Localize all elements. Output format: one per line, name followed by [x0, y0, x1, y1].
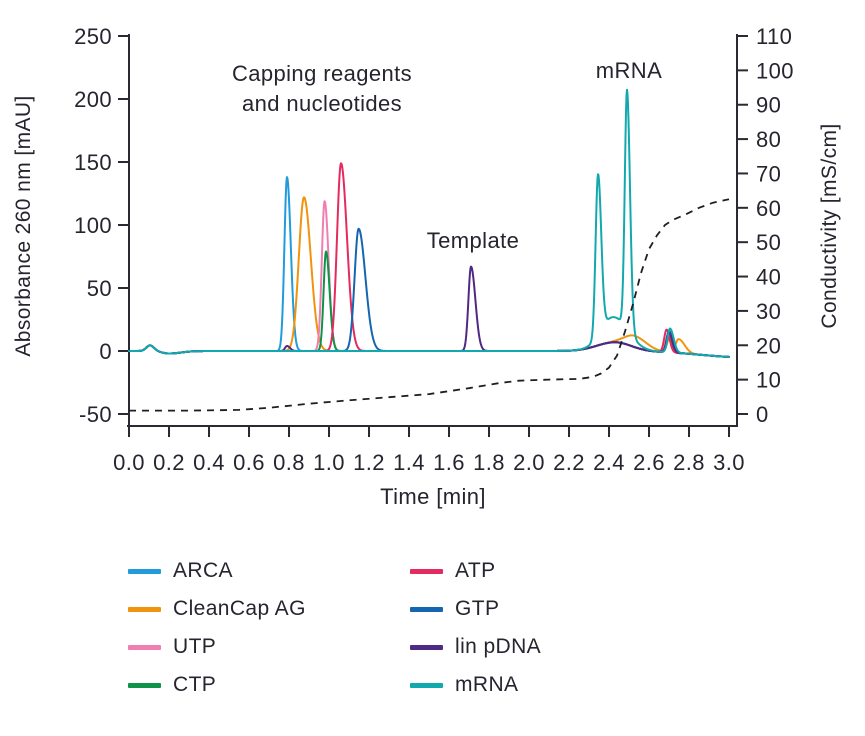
y-left-tick-label: 100: [74, 213, 112, 238]
series-path-cleancap-ag: [128, 196, 730, 358]
x-tick-label: 1.8: [473, 450, 505, 475]
series-path-arca: [128, 176, 730, 358]
x-tick-label: 2.4: [593, 450, 625, 475]
legend-swatch-ctp: [128, 682, 161, 688]
legend-swatch-mrna: [410, 682, 443, 688]
y-right-tick-label: 0: [756, 402, 769, 427]
curves-layer: [128, 88, 730, 412]
conductivity-dashed-path: [129, 198, 730, 412]
y-right-tick-label: 70: [756, 161, 781, 186]
legend-label-lin-pdna: lin pDNA: [455, 635, 542, 658]
x-tick-label: 3.0: [713, 450, 745, 475]
legend-label-utp: UTP: [173, 635, 217, 658]
chromatogram-chart: 250200150100500-501101009080706050403020…: [12, 24, 841, 509]
legend-item-ctp: CTP: [128, 672, 216, 698]
x-axis-title: Time [min]: [380, 484, 486, 509]
x-tick-label: 1.6: [433, 450, 465, 475]
x-tick-label: 2.8: [673, 450, 705, 475]
y-left-tick-label: -50: [79, 402, 112, 427]
legend-item-lin-pdna: lin pDNA: [410, 634, 541, 660]
y-right-tick-label: 30: [756, 299, 781, 324]
y-right-tick-label: 80: [756, 127, 781, 152]
legend-swatch-gtp: [410, 606, 443, 612]
x-tick-label: 2.0: [513, 450, 545, 475]
y-right-tick-label: 60: [756, 196, 781, 221]
x-tick-label: 1.2: [353, 450, 385, 475]
y-right-tick-label: 110: [756, 24, 792, 49]
x-tick-label: 0.4: [193, 450, 225, 475]
legend-label-mrna: mRNA: [455, 673, 519, 696]
y-left-axis-title: Absorbance 260 nm [mAU]: [12, 95, 35, 356]
series-path-atp: [128, 162, 730, 358]
legend-label-gtp: GTP: [455, 597, 500, 620]
legend-item-arca: ARCA: [128, 558, 233, 584]
series-path-mrna: [128, 88, 730, 358]
legend-swatch-lin-pdna: [410, 644, 443, 650]
legend-swatch-cleancap-ag: [128, 606, 161, 612]
x-tick-label: 0.6: [233, 450, 265, 475]
legend-swatch-atp: [410, 568, 443, 574]
annotation-capping-line2: and nucleotides: [242, 91, 402, 116]
legend-label-arca: ARCA: [173, 559, 233, 582]
x-tick-label: 0.8: [273, 450, 305, 475]
annotation-capping-line1: Capping reagents: [232, 61, 412, 86]
y-right-tick-label: 50: [756, 230, 781, 255]
legend-item-gtp: GTP: [410, 596, 499, 622]
legend-swatch-utp: [128, 644, 161, 650]
y-right-tick-label: 90: [756, 93, 781, 118]
y-right-tick-label: 40: [756, 265, 781, 290]
x-tick-label: 1.0: [313, 450, 345, 475]
x-tick-label: 2.6: [633, 450, 665, 475]
legend-item-mrna: mRNA: [410, 672, 518, 698]
y-right-tick-label: 100: [756, 58, 794, 83]
annotation-template: Template: [427, 228, 519, 253]
y-left-tick-label: 50: [87, 276, 112, 301]
series-path-ctp: [128, 250, 730, 358]
y-right-tick-label: 10: [756, 368, 781, 393]
y-left-tick-label: 150: [74, 150, 112, 175]
legend-label-ctp: CTP: [173, 673, 217, 696]
legend-label-atp: ATP: [455, 559, 496, 582]
legend-item-atp: ATP: [410, 558, 495, 584]
axes-layer: 250200150100500-501101009080706050403020…: [74, 24, 794, 475]
annotation-mrna: mRNA: [596, 58, 662, 83]
y-right-axis-title: Conductivity [mS/cm]: [818, 123, 841, 328]
legend-item-cleancap-ag: CleanCap AG: [128, 596, 306, 622]
x-tick-label: 0.0: [113, 450, 145, 475]
legend-item-utp: UTP: [128, 634, 216, 660]
x-tick-label: 2.2: [553, 450, 585, 475]
y-left-tick-label: 200: [74, 87, 112, 112]
y-left-tick-label: 0: [99, 339, 112, 364]
x-tick-label: 0.2: [153, 450, 185, 475]
y-left-tick-label: 250: [74, 24, 112, 49]
y-right-tick-label: 20: [756, 333, 781, 358]
x-tick-label: 1.4: [393, 450, 425, 475]
legend-swatch-arca: [128, 568, 161, 574]
legend-label-cleancap-ag: CleanCap AG: [173, 597, 306, 620]
